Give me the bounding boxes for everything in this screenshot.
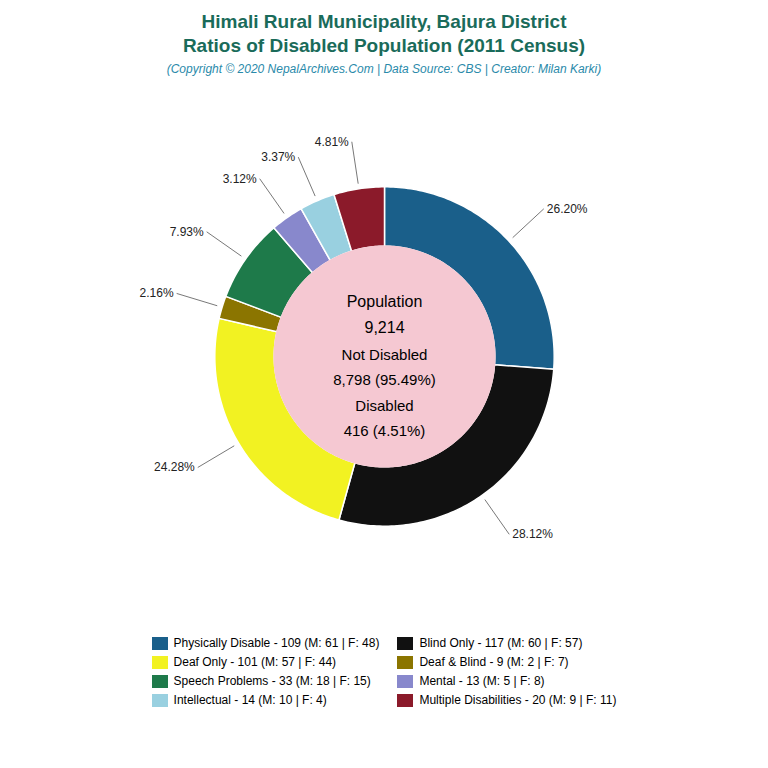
svg-text:3.37%: 3.37% <box>261 150 295 164</box>
html-text:Multiple Disabilities - 20 (M:: Multiple Disabilities - 20 (M: 9 | F: 11… <box>419 693 617 707</box>
svg-text:9,214: 9,214 <box>364 319 404 336</box>
svg-text:Not Disabled: Not Disabled <box>342 346 428 363</box>
svg-text:4.81%: 4.81% <box>315 135 349 149</box>
html-text:Deaf & Blind - 9 (M: 2 | F: 7): Deaf & Blind - 9 (M: 2 | F: 7) <box>419 655 569 669</box>
svg-text:28.12%: 28.12% <box>512 527 553 541</box>
html-text:Himali Rural Municipality, Baj: Himali Rural Municipality, Bajura Distri… <box>201 11 567 32</box>
svg-text:26.20%: 26.20% <box>547 202 588 216</box>
svg-text:416 (4.51%): 416 (4.51%) <box>344 422 426 439</box>
svg-text:24.28%: 24.28% <box>154 460 195 474</box>
svg-text:8,798 (95.49%): 8,798 (95.49%) <box>333 371 436 388</box>
svg-text:Population: Population <box>347 293 423 310</box>
svg-text:7.93%: 7.93% <box>170 225 204 239</box>
html-text:Ratios of Disabled Population: Ratios of Disabled Population (2011 Cens… <box>182 35 586 56</box>
html-text:Deaf Only - 101 (M: 57 | F: 44: Deaf Only - 101 (M: 57 | F: 44) <box>173 655 337 669</box>
html-text:Physically Disable - 109 (M: 6: Physically Disable - 109 (M: 61 | F: 48) <box>173 636 380 650</box>
html-text:Mental - 13 (M: 5 | F: 8): Mental - 13 (M: 5 | F: 8) <box>419 674 545 688</box>
html-text:Blind Only - 117 (M: 60 | F: 5: Blind Only - 117 (M: 60 | F: 57) <box>419 636 583 650</box>
svg-text:3.12%: 3.12% <box>223 172 257 186</box>
html-text:Intellectual - 14 (M: 10 | F:: Intellectual - 14 (M: 10 | F: 4) <box>173 693 327 707</box>
svg-text:Disabled: Disabled <box>355 397 413 414</box>
html-text:(Copyright © 2020 NepalArchive: (Copyright © 2020 NepalArchives.Com | Da… <box>166 62 602 76</box>
svg-text:2.16%: 2.16% <box>140 286 174 300</box>
html-text:Speech Problems - 33 (M: 18 |: Speech Problems - 33 (M: 18 | F: 15) <box>173 674 371 688</box>
